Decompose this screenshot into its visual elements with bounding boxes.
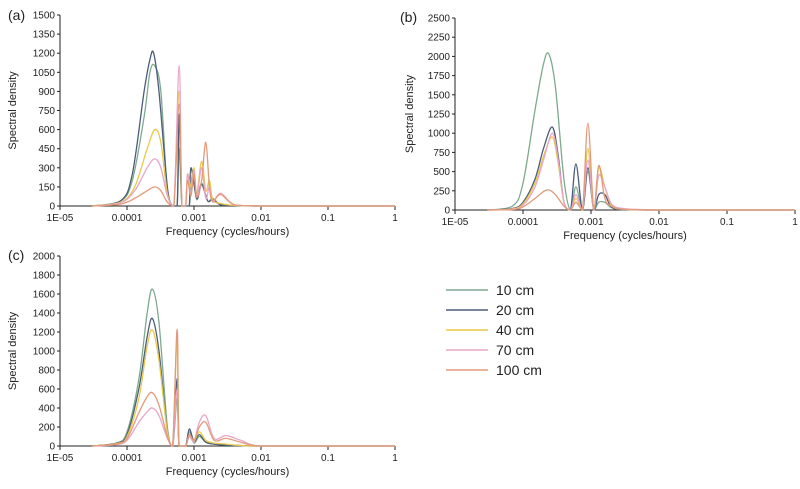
x-tick-label: 1E-05 [442,217,469,228]
y-tick-label: 1400 [33,309,56,320]
y-tick-label: 450 [38,144,55,155]
series-line-70cm [91,65,395,207]
y-tick-label: 1250 [428,110,451,121]
x-tick-label: 0.01 [251,213,271,224]
y-tick-label: 1200 [33,328,56,339]
x-tick-label: 1E-05 [47,213,74,224]
series-line-40cm [91,90,395,207]
x-tick-label: 0.0001 [112,453,143,464]
y-tick-label: 600 [38,385,55,396]
legend-label-20cm: 20 cm [496,302,534,318]
y-axis-label: Spectral density [7,71,19,150]
chart-panel-b: 0 250 500 750 1000 1250 1500 1750 2000 2250 2500 1E… [400,9,798,242]
chart-panel-c: 0 200 400 600 800 1000 1200 1400 1600 1800 2000 1E-… [7,247,398,478]
series-line-100cm [91,328,395,447]
y-tick-label: 1500 [33,11,56,22]
y-tick-label: 1500 [428,90,451,101]
series-line-100cm [91,103,395,207]
series-line-20cm [91,317,395,447]
y-tick-label: 1600 [33,290,56,301]
series-line-100cm [487,122,795,211]
y-tick-label: 800 [38,366,55,377]
y-tick-label: 1050 [33,68,56,79]
x-tick-label: 0.0001 [112,213,143,224]
legend: 10 cm 20 cm 40 cm 70 cm 100 cm [446,282,542,378]
y-tick-label: 0 [49,202,55,213]
panel-label: (b) [400,9,417,25]
y-tick-label: 200 [38,423,55,434]
y-tick-label: 1200 [33,49,56,60]
x-tick-label: 0.1 [321,453,335,464]
y-tick-label: 2250 [428,33,451,44]
y-tick-label: 1350 [33,30,56,41]
x-tick-label: 0.0001 [508,217,539,228]
y-tick-label: 300 [38,163,55,174]
x-tick-label: 1 [392,213,398,224]
series-line-10cm [91,288,395,447]
y-axis-label: Spectral density [7,311,19,390]
x-tick-label: 1 [392,453,398,464]
x-tick-label: 0.001 [578,217,603,228]
x-tick-label: 0.01 [251,453,271,464]
y-tick-label: 600 [38,125,55,136]
x-tick-label: 0.01 [649,217,669,228]
x-tick-label: 0.1 [321,213,335,224]
x-axis-label: Frequency (cycles/hours) [166,466,290,478]
y-tick-label: 2000 [33,252,56,263]
y-tick-label: 0 [49,442,55,453]
legend-label-10cm: 10 cm [496,282,534,298]
y-tick-label: 2500 [428,14,451,25]
y-tick-label: 0 [444,206,450,217]
x-tick-label: 1E-05 [47,453,74,464]
y-tick-label: 500 [433,167,450,178]
series-line-20cm [91,50,395,207]
y-tick-label: 1000 [428,129,451,140]
x-tick-label: 0.001 [181,213,206,224]
y-axis-label: Spectral density [404,74,416,153]
x-axis-label: Frequency (cycles/hours) [563,230,687,242]
series-line-70cm [487,132,795,211]
y-tick-label: 750 [433,148,450,159]
y-tick-label: 750 [38,106,55,117]
series-line-20cm [487,126,795,211]
x-tick-label: 0.1 [720,217,734,228]
x-axis-label: Frequency (cycles/hours) [166,226,290,238]
y-tick-label: 250 [433,186,450,197]
y-tick-label: 150 [38,182,55,193]
y-tick-label: 1800 [33,271,56,282]
legend-label-70cm: 70 cm [496,342,534,358]
y-tick-label: 900 [38,87,55,98]
panel-label: (c) [8,247,24,263]
y-tick-label: 400 [38,404,55,415]
legend-label-40cm: 40 cm [496,322,534,338]
y-tick-label: 2000 [428,52,451,63]
series-line-10cm [91,63,395,207]
legend-label-100cm: 100 cm [496,362,542,378]
y-tick-label: 1750 [428,71,451,82]
panel-label: (a) [8,7,25,23]
y-tick-label: 1000 [33,347,56,358]
chart-panel-a: 0 150 300 450 600 750 900 1050 1200 1350 1500 1E-05… [7,7,398,238]
x-tick-label: 1 [792,217,798,228]
x-tick-label: 0.001 [181,453,206,464]
